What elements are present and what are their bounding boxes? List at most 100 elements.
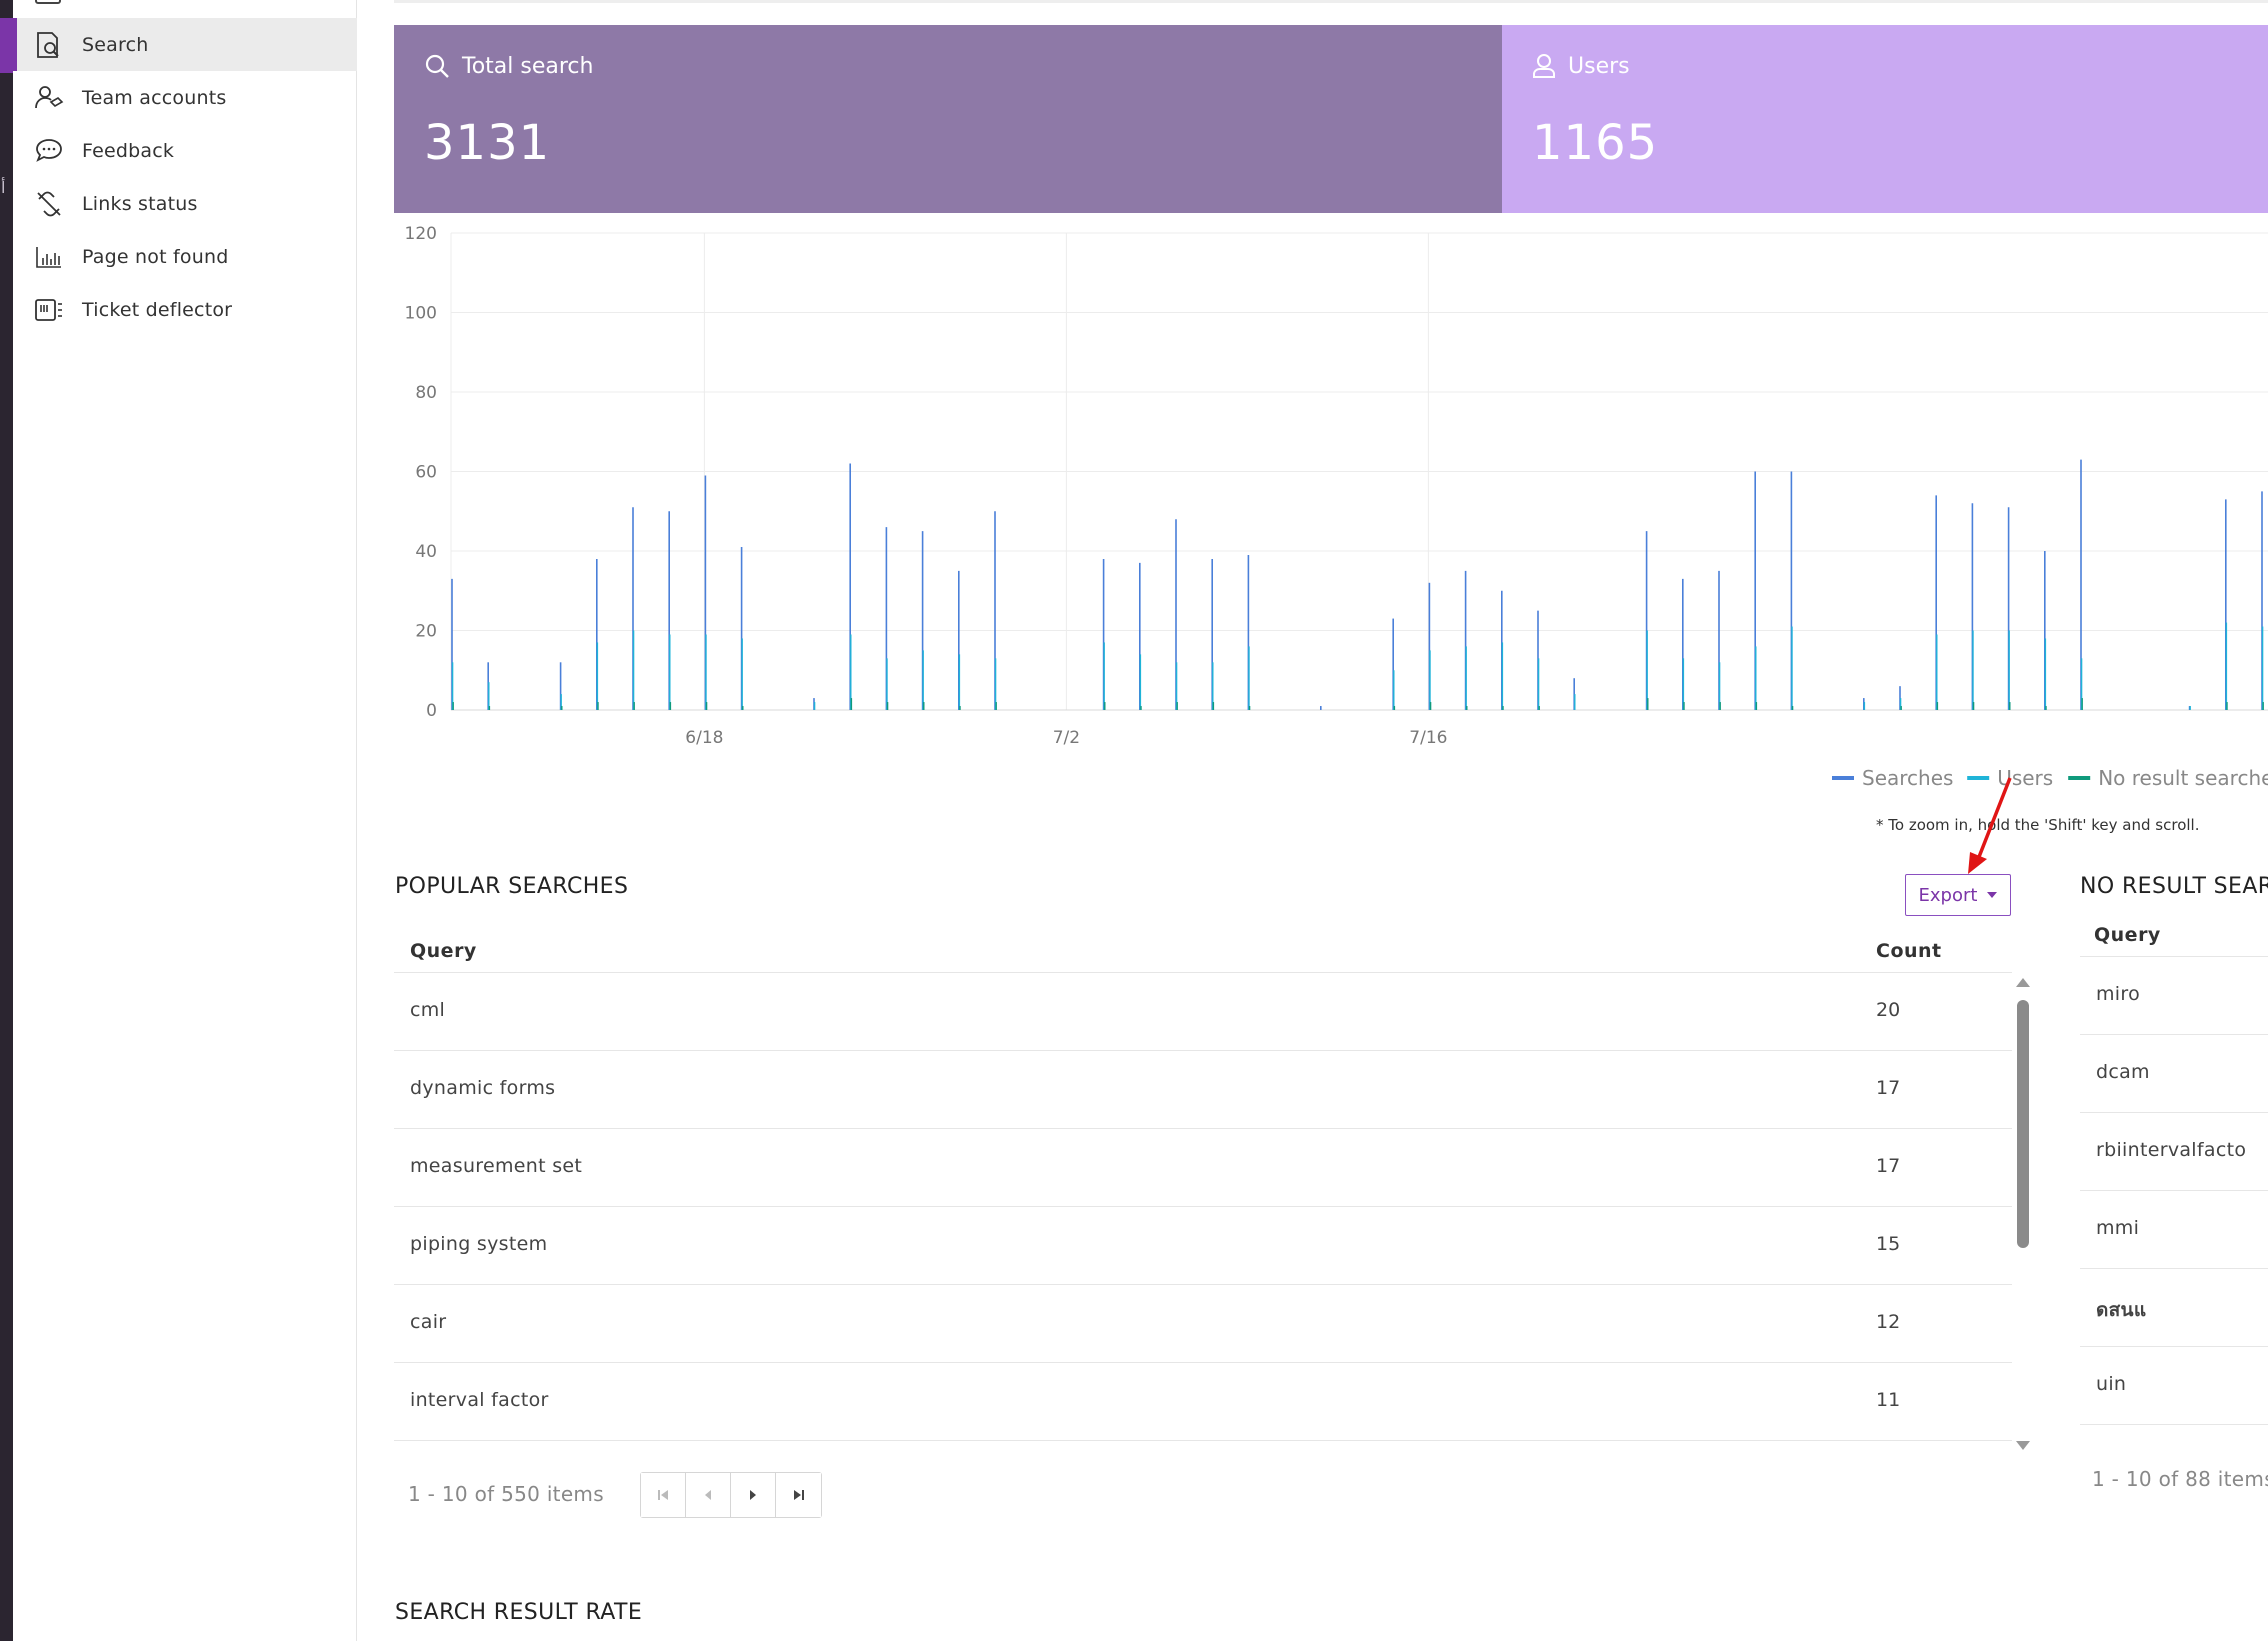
query-cell: dynamic forms: [410, 1077, 556, 1099]
bar-chart-icon: [36, 247, 61, 268]
export-label: Export: [1918, 884, 1978, 906]
no-result-searches-title: NO RESULT SEAR: [2080, 874, 2268, 899]
scroll-thumb[interactable]: [2017, 1000, 2029, 1248]
export-button[interactable]: Export: [1905, 874, 2011, 916]
table-row[interactable]: cair 12: [394, 1285, 2012, 1363]
user-icon: [1533, 54, 1555, 78]
pager-info: 1 - 10 of 550 items: [408, 1482, 604, 1506]
rail-glyph-icon: أ: [1, 178, 6, 197]
app-rail: أ: [0, 0, 13, 1641]
prev-page-button[interactable]: [686, 1473, 731, 1517]
table-row[interactable]: ดสนแ: [2080, 1269, 2268, 1347]
sidebar-item-ticket-deflector[interactable]: Ticket deflector: [13, 283, 357, 336]
column-header-query[interactable]: Query: [2094, 924, 2161, 946]
query-cell: cair: [410, 1311, 447, 1333]
last-page-button[interactable]: [776, 1473, 821, 1517]
x-tick-label: 7/2: [1053, 728, 1080, 748]
count-cell: 17: [1876, 1155, 1901, 1177]
scroll-down-icon[interactable]: [2016, 1441, 2030, 1450]
count-cell: 17: [1876, 1077, 1901, 1099]
first-page-icon: [658, 1490, 668, 1500]
annotation-arrow-icon: [1968, 777, 2012, 874]
prev-page-icon: [705, 1490, 711, 1500]
search-result-rate-title: SEARCH RESULT RATE: [395, 1600, 643, 1625]
sidebar-item-feedback[interactable]: Feedback: [13, 124, 357, 177]
count-cell: 20: [1876, 999, 1901, 1021]
stat-card-total-search: Total search 3131: [394, 25, 1502, 213]
rail-active-indicator: [0, 18, 13, 73]
table-row[interactable]: measurement set 17: [394, 1129, 2012, 1207]
sidebar-item-label: Ticket deflector: [82, 298, 233, 321]
pagination: [640, 1472, 822, 1518]
sidebar-item-label: Feedback: [82, 139, 175, 162]
count-cell: 12: [1876, 1311, 1901, 1333]
last-page-icon: [793, 1490, 804, 1500]
next-page-icon: [750, 1490, 756, 1500]
search-icon: [425, 54, 449, 78]
table-row[interactable]: piping system 15: [394, 1207, 2012, 1285]
query-cell: cml: [410, 999, 446, 1021]
sidebar-item-label: Links status: [82, 192, 198, 215]
table-row[interactable]: mmi: [2080, 1191, 2268, 1269]
sidebar-item-links-status[interactable]: Links status: [13, 177, 357, 230]
stat-value: 3131: [424, 115, 551, 171]
sidebar-item-page-not-found[interactable]: Page not found: [13, 230, 357, 283]
team-accounts-icon: [35, 86, 64, 109]
caret-down-icon: [1987, 892, 1998, 898]
search-activity-chart[interactable]: 0 20 40 60 80 100 120 6/18 7/2 7/16 Searches Users N…: [394, 218, 2268, 807]
popular-searches-title: POPULAR SEARCHES: [395, 874, 629, 899]
y-tick-label: 80: [415, 383, 437, 403]
table-row[interactable]: uin: [2080, 1347, 2268, 1425]
legend-label: Searches: [1862, 766, 1953, 790]
query-cell: measurement set: [410, 1155, 583, 1177]
broken-link-icon: [37, 191, 61, 217]
sidebar-top-icon: [35, 0, 61, 4]
column-header-count[interactable]: Count: [1876, 940, 1942, 962]
sidebar-item-label: Page not found: [82, 245, 229, 268]
table-scrollbar[interactable]: [2013, 978, 2033, 1450]
sidebar-item-label: Search: [82, 33, 149, 56]
y-tick-label: 120: [405, 224, 437, 244]
stat-value: 1165: [1532, 115, 1659, 171]
table-header-divider: [394, 972, 2012, 973]
y-tick-label: 0: [426, 701, 437, 721]
next-page-button[interactable]: [731, 1473, 776, 1517]
table-row[interactable]: dynamic forms 17: [394, 1051, 2012, 1129]
header-divider: [394, 0, 2268, 3]
table-row[interactable]: dcam: [2080, 1035, 2268, 1113]
stat-label: Users: [1568, 53, 1630, 79]
search-doc-icon: [37, 32, 59, 58]
count-cell: 11: [1876, 1389, 1901, 1411]
query-cell: dcam: [2096, 1061, 2150, 1083]
count-cell: 15: [1876, 1233, 1901, 1255]
first-page-button[interactable]: [641, 1473, 686, 1517]
zoom-hint: * To zoom in, hold the 'Shift' key and s…: [1876, 816, 2200, 834]
query-cell: mmi: [2096, 1217, 2140, 1239]
query-cell: rbiintervalfacto: [2096, 1139, 2247, 1161]
column-header-query[interactable]: Query: [410, 940, 477, 962]
sidebar-item-team-accounts[interactable]: Team accounts: [13, 71, 357, 124]
stat-label: Total search: [462, 53, 594, 79]
sidebar-item-search[interactable]: Search: [13, 18, 357, 71]
table-row[interactable]: cml 20: [394, 973, 2012, 1051]
query-cell: uin: [2096, 1373, 2127, 1395]
scroll-up-icon[interactable]: [2016, 978, 2030, 987]
query-cell: piping system: [410, 1233, 548, 1255]
y-tick-label: 100: [405, 304, 437, 324]
table-row[interactable]: interval factor 11: [394, 1363, 2012, 1441]
table-row[interactable]: rbiintervalfacto: [2080, 1113, 2268, 1191]
query-cell: ดสนแ: [2096, 1299, 2147, 1321]
y-tick-label: 40: [415, 542, 437, 562]
legend-label: No result searche: [2098, 766, 2268, 790]
table-row[interactable]: miro: [2080, 957, 2268, 1035]
pager-info: 1 - 10 of 88 items: [2092, 1467, 2268, 1491]
query-cell: interval factor: [410, 1389, 549, 1411]
x-tick-label: 6/18: [685, 728, 723, 748]
sidebar: Search Team accounts Feedback Links: [13, 0, 357, 1641]
sidebar-item-label: Team accounts: [82, 86, 227, 109]
y-tick-label: 60: [415, 463, 437, 483]
x-tick-label: 7/16: [1409, 728, 1447, 748]
feedback-icon: [36, 139, 62, 162]
